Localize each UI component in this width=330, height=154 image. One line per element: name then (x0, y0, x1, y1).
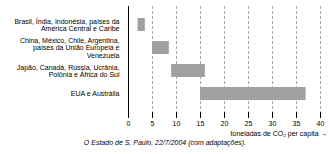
svg-text:toneladas de CO₂ per capita →: toneladas de CO₂ per capita → (231, 130, 328, 138)
svg-text:0: 0 (127, 120, 131, 127)
svg-text:5: 5 (151, 120, 155, 127)
svg-text:35: 35 (293, 120, 301, 127)
svg-text:40: 40 (317, 120, 325, 127)
svg-text:15: 15 (197, 120, 205, 127)
svg-text:25: 25 (245, 120, 253, 127)
html-text:O Estado de S. Paulo, 22/7/200: O Estado de S. Paulo, 22/7/2004 (com ada… (83, 139, 247, 146)
svg-text:EUA e Austrália: EUA e Austrália (71, 90, 120, 97)
svg-text:20: 20 (221, 120, 229, 127)
svg-text:China, México, Chile, Argentin: China, México, Chile, Argentina,países d… (20, 37, 120, 59)
svg-text:Brasil, Índia, Indonésia, país: Brasil, Índia, Indonésia, países daAméri… (14, 17, 119, 32)
svg-text:Japão, Canadá, Rússia, Ucrânia: Japão, Canadá, Rússia, Ucrânia,Polônia e… (17, 64, 120, 78)
svg-text:10: 10 (173, 120, 181, 127)
svg-text:30: 30 (269, 120, 277, 127)
